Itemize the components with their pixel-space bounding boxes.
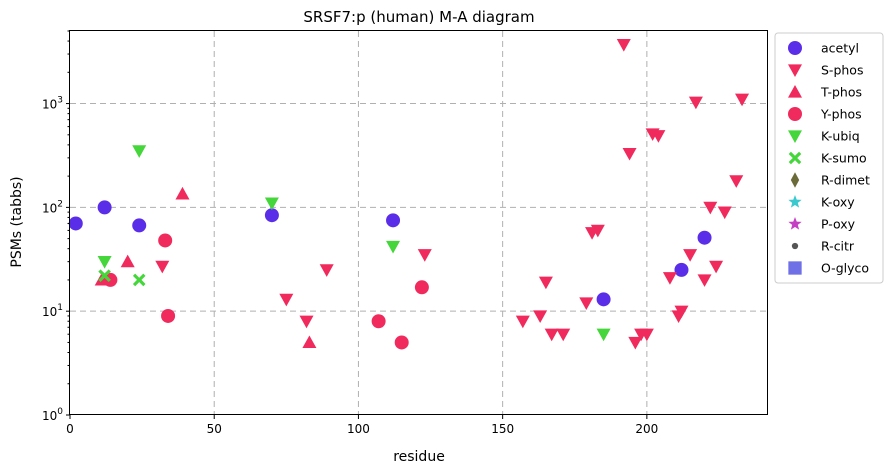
data-point-acetyl	[264, 208, 279, 223]
data-point-s-phos	[688, 96, 703, 110]
plot-frame	[69, 30, 768, 415]
legend-marker-o-glyco	[788, 261, 802, 275]
data-point-s-phos	[674, 305, 689, 319]
data-point-s-phos	[417, 249, 432, 262]
data-point-acetyl	[132, 218, 147, 233]
data-point-s-phos	[538, 276, 553, 290]
data-point-s-phos	[717, 206, 732, 220]
data-point-acetyl	[386, 213, 401, 228]
data-point-s-phos	[735, 93, 750, 107]
grid	[70, 31, 768, 415]
data-point-s-phos	[709, 260, 724, 274]
legend-marker-k-ubiq	[788, 130, 802, 143]
legend-label: P-oxy	[821, 217, 856, 232]
legend-marker-s-phos	[788, 64, 802, 77]
chart-title: SRSF7:p (human) M-A diagram	[303, 8, 534, 26]
legend-marker-r-dimet	[790, 172, 800, 188]
data-point-y-phos	[394, 335, 409, 350]
legend-box	[774, 32, 884, 284]
x-tick-label: 0	[66, 422, 74, 436]
data-point-s-phos	[628, 336, 643, 350]
y-axis-ticks: 100 101 102 103	[42, 30, 70, 423]
data-point-s-phos	[299, 315, 314, 329]
legend-label: O-glyco	[821, 261, 869, 276]
legend-label: S-phos	[821, 63, 863, 78]
data-point-y-phos	[414, 280, 429, 295]
legend-marker-k-sumo	[788, 151, 802, 165]
legend-label: T-phos	[820, 85, 862, 100]
data-point-k-ubiq	[132, 145, 147, 158]
legend-marker-k-oxy	[788, 195, 802, 208]
data-point-s-phos	[651, 130, 666, 143]
data-point-s-phos	[622, 147, 637, 161]
data-point-acetyl	[68, 216, 83, 231]
x-tick-label: 150	[491, 422, 514, 436]
data-point-y-phos	[158, 233, 173, 248]
data-point-k-sumo	[132, 273, 146, 287]
data-point-acetyl	[97, 200, 112, 215]
data-point-t-phos	[175, 186, 190, 200]
data-point-s-phos	[319, 264, 334, 277]
data-point-s-phos	[697, 274, 712, 287]
x-tick-label: 50	[207, 422, 222, 436]
legend-marker-acetyl	[788, 41, 802, 55]
y-tick-label: 102	[42, 199, 63, 215]
data-point-s-phos	[729, 175, 744, 188]
x-tick-label: 100	[347, 422, 370, 436]
data-point-s-phos	[616, 38, 631, 52]
data-point-s-phos	[662, 272, 677, 285]
data-point-k-ubiq	[97, 256, 112, 269]
data-point-k-ubiq	[264, 197, 279, 211]
y-tick-label: 103	[42, 96, 63, 112]
data-points	[68, 38, 750, 350]
data-point-s-phos	[703, 201, 718, 215]
legend-marker-r-citr	[791, 242, 799, 250]
legend-label: K-ubiq	[821, 129, 860, 144]
legend-marker-t-phos	[788, 85, 802, 98]
data-point-acetyl	[697, 230, 712, 245]
x-axis-ticks: 0 50 100 150 200	[66, 415, 658, 436]
data-point-k-ubiq	[386, 240, 401, 254]
data-point-y-phos	[161, 308, 176, 323]
data-point-s-phos	[590, 224, 605, 238]
data-point-s-phos	[515, 315, 530, 329]
x-axis-label: residue	[393, 449, 445, 465]
legend-label: R-citr	[821, 239, 855, 254]
y-axis-label: PSMs (tabbs)	[9, 176, 25, 267]
x-tick-label: 200	[635, 422, 658, 436]
legend-label: acetyl	[821, 41, 859, 56]
data-point-s-phos	[579, 297, 594, 310]
data-point-s-phos	[279, 293, 294, 307]
data-point-t-phos	[302, 335, 317, 349]
data-point-t-phos	[120, 254, 135, 268]
legend-label: K-sumo	[821, 151, 867, 166]
data-point-k-sumo	[98, 269, 111, 282]
data-point-s-phos	[556, 328, 571, 342]
legend-label: Y-phos	[820, 107, 862, 122]
data-point-s-phos	[533, 310, 548, 323]
data-point-s-phos	[683, 249, 698, 262]
legend-marker-y-phos	[788, 107, 802, 121]
legend-label: R-dimet	[821, 173, 870, 188]
data-point-acetyl	[596, 292, 611, 307]
data-point-k-ubiq	[596, 328, 611, 342]
data-point-acetyl	[674, 262, 689, 277]
y-tick-label: 101	[42, 303, 63, 319]
legend-marker-p-oxy	[788, 217, 802, 230]
data-point-s-phos	[155, 260, 170, 274]
legend: acetyl S-phos T-phos Y-phos K-ubiq K-sumo R-di…	[774, 32, 884, 284]
y-tick-label: 100	[42, 407, 63, 423]
legend-label: K-oxy	[821, 195, 855, 210]
data-point-s-phos	[544, 328, 559, 342]
data-point-s-phos	[639, 328, 654, 342]
data-point-y-phos	[371, 314, 386, 329]
